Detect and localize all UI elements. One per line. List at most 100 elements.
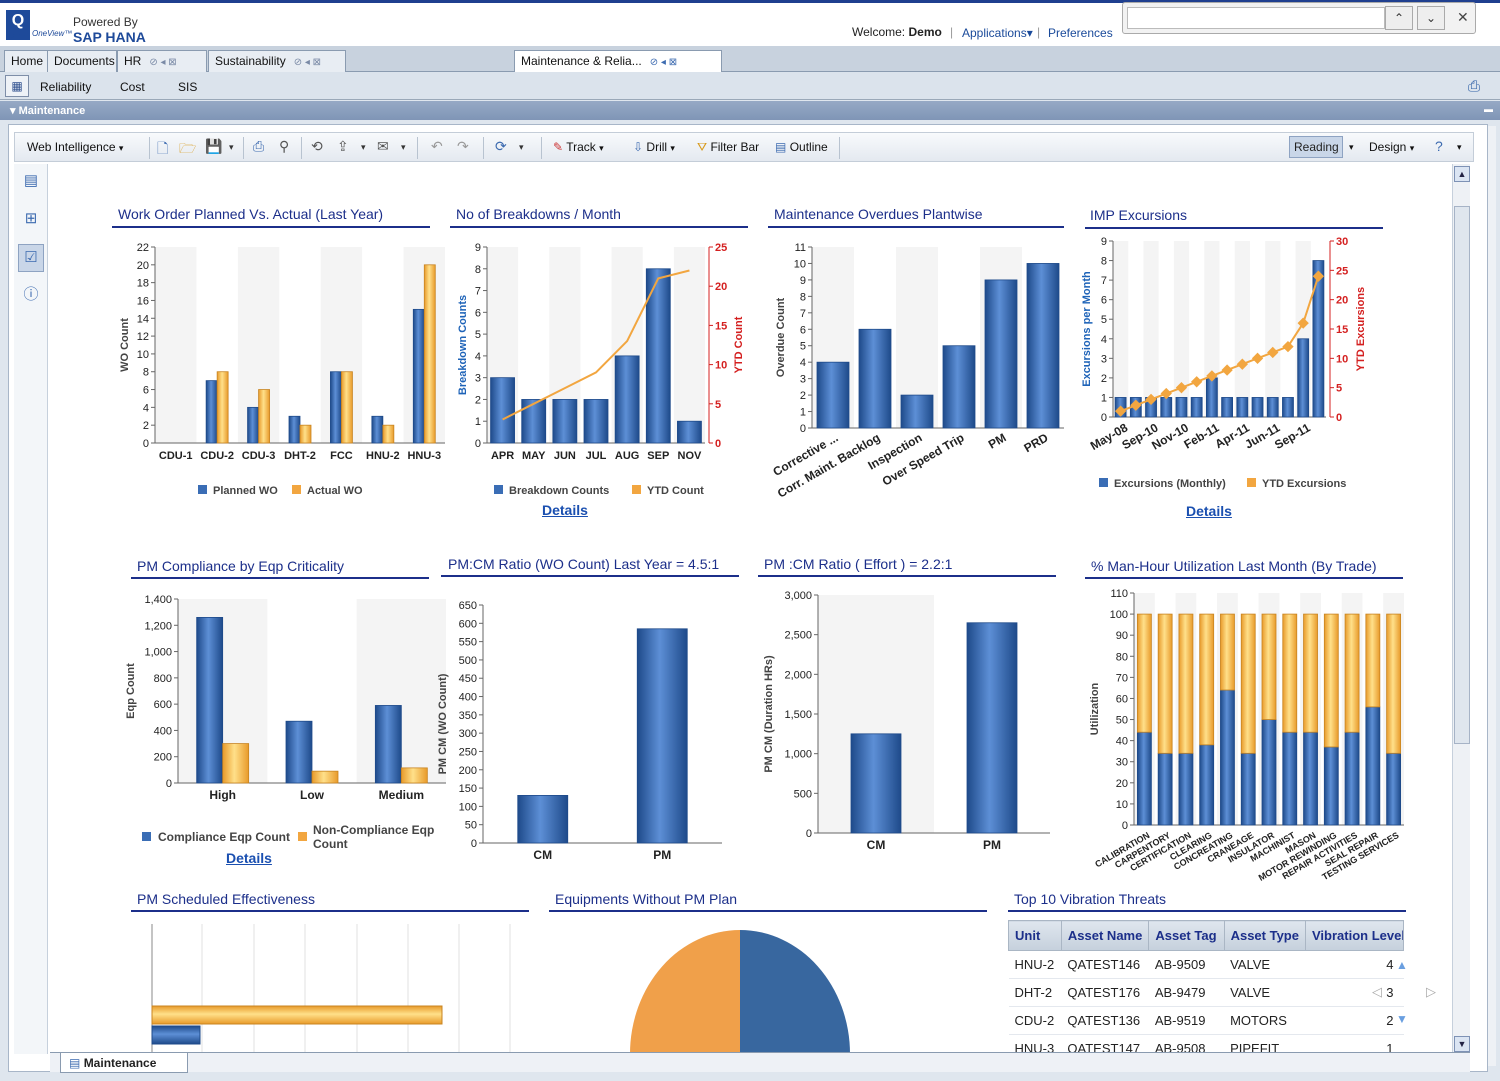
applications-menu[interactable]: Applications▾ [962,26,1033,40]
scroll-thumb[interactable] [1454,206,1470,744]
help-icon[interactable]: ? [1435,138,1443,154]
scroll-right-icon[interactable]: ▷ [1426,984,1436,999]
bar [341,371,353,444]
x-tick-label: APR [491,450,514,462]
table-row[interactable]: CDU-2 QATEST136 AB-9519 MOTORS 2 [1008,1006,1404,1035]
close-icon[interactable]: ✕ [1457,9,1469,25]
drill-button[interactable]: ⇩ Drill ▾ [633,140,675,154]
table-row[interactable]: HNU-2 QATEST146 AB-9509 VALVE 4 [1008,950,1404,979]
details-link-imp[interactable]: Details [1186,503,1232,519]
chevron-down-icon[interactable]: ▾ [401,142,406,152]
x-tick-label: High [209,788,236,802]
column-header[interactable]: Vibration Level [1304,920,1405,951]
reading-mode-button[interactable]: Reading [1289,136,1343,158]
details-link-pm-compliance[interactable]: Details [226,850,272,866]
tab-hr[interactable]: HR ⊘ ◂ ⊠ [117,50,207,72]
web-intelligence-menu[interactable]: Web Intelligence ▾ [27,140,124,154]
find-previous-button[interactable]: ⌃ [1385,6,1413,30]
open-folder-icon[interactable]: 🗁 [179,140,197,156]
chevron-down-icon[interactable]: ▾ [229,142,234,152]
print-icon[interactable]: ⎙ [1468,78,1481,95]
tab-documents[interactable]: Documents [47,50,117,72]
tab-maintenance[interactable]: Maintenance & Relia... ⊘ ◂ ⊠ [514,50,722,72]
chevron-down-icon[interactable]: ▾ [361,142,366,152]
track-button[interactable]: ✎ Track ▾ [553,140,604,154]
details-link-breakdowns[interactable]: Details [542,502,588,518]
bar [942,345,976,429]
y-tick-label: 20 [137,260,149,272]
column-header[interactable]: Asset Name [1060,920,1150,951]
subtab-reliability[interactable]: Reliability [40,80,92,94]
find-next-button[interactable]: ⌄ [1417,6,1445,30]
preferences-link[interactable]: Preferences [1048,26,1113,40]
design-mode-button[interactable]: Design ▾ [1369,140,1415,154]
minimize-icon[interactable]: ▬ [1484,104,1493,114]
line-point [1251,352,1264,364]
scroll-down-icon[interactable]: ▼ [1454,1036,1470,1052]
y-axis-label: Excursions per Month [1081,271,1093,387]
x-tick-label: PM [653,848,671,862]
y-tick-label: 3 [1101,353,1107,365]
subtab-cost[interactable]: Cost [120,80,145,94]
subtab-sis[interactable]: SIS [178,80,198,94]
y-tick-label: 1,200 [144,620,172,632]
y-tick-label: 0 [800,423,806,435]
y2-axis-label: YTD Count [733,316,745,373]
bar-stack [1136,613,1152,733]
find-icon[interactable]: ⚲ [279,138,290,154]
refresh-icon[interactable]: ⟳ [495,138,507,154]
bar [1175,397,1188,418]
email-icon[interactable]: ✉ [377,138,389,154]
sort-up-icon[interactable]: ▲ [1396,958,1408,972]
scroll-left-icon[interactable]: ◁ [1372,984,1382,999]
chart-title-manhour: % Man-Hour Utilization Last Month (By Tr… [1091,558,1377,574]
tab-sustainability[interactable]: Sustainability ⊘ ◂ ⊠ [208,50,346,72]
bar-stack [1365,613,1381,708]
table-cell: AB-9509 [1148,950,1225,979]
toolbar-divider [839,137,840,159]
input-controls-icon[interactable]: ☑ [18,244,44,272]
export-icon[interactable]: ⇪ [337,138,349,154]
outline-button[interactable]: ▤ Outline [775,140,828,154]
bar [1190,397,1203,418]
report-vertical-scrollbar[interactable]: ▲ ▼ [1452,164,1470,1054]
document-structure-icon[interactable]: ▤ [23,172,39,189]
column-header[interactable]: Unit [1008,920,1062,951]
pin-icon[interactable]: ⊘ ◂ ⊠ [149,57,177,68]
grid-icon[interactable]: ▦ [5,75,29,97]
chevron-down-icon[interactable]: ▾ [1457,142,1462,152]
redo-icon[interactable]: ↷ [457,138,469,154]
history-icon[interactable]: ⟲ [311,138,323,154]
scroll-up-icon[interactable]: ▲ [1454,166,1470,182]
bar [1220,689,1235,826]
chart-title-equipments: Equipments Without PM Plan [555,891,738,907]
save-icon[interactable]: 💾 [205,138,223,154]
column-header[interactable]: Asset Type [1223,920,1306,951]
help-icon[interactable]: ⓘ [23,286,39,303]
pin-icon[interactable]: ⊘ ◂ ⊠ [293,57,322,68]
bar [1261,719,1277,826]
y-tick-label: 2 [143,420,149,432]
tab-home[interactable]: Home [4,50,48,72]
chevron-down-icon[interactable]: ▾ [519,142,524,152]
filter-bar-button[interactable]: ⛛ Filter Bar [697,140,759,155]
report-tab-maintenance[interactable]: ▤ Maintenance [60,1053,188,1073]
section-header[interactable]: ▾ Maintenance [0,101,1500,120]
table-row[interactable]: DHT-2 QATEST176 AB-9479 VALVE 3 [1008,978,1404,1007]
chevron-down-icon[interactable]: ▾ [1349,142,1354,152]
y-tick-label: 5 [800,341,806,353]
new-document-icon[interactable]: 🗋 [157,140,169,156]
print-icon[interactable]: ⎙ [253,138,265,154]
column-header[interactable]: Asset Tag [1148,920,1225,951]
bar [247,406,259,444]
pin-icon[interactable]: ⊘ ◂ ⊠ [649,57,678,68]
sort-down-icon[interactable]: ▼ [1396,1012,1408,1026]
undo-icon[interactable]: ↶ [431,138,443,154]
left-side-panel: ▤ ⊞ ☑ ⓘ [14,164,48,1054]
y-tick-label: 7 [475,286,481,298]
find-input[interactable] [1127,7,1385,29]
y-tick-label: 6 [800,324,806,336]
navigation-map-icon[interactable]: ⊞ [24,210,38,227]
chart-title-overdues: Maintenance Overdues Plantwise [774,206,983,222]
plot-band [155,247,197,443]
